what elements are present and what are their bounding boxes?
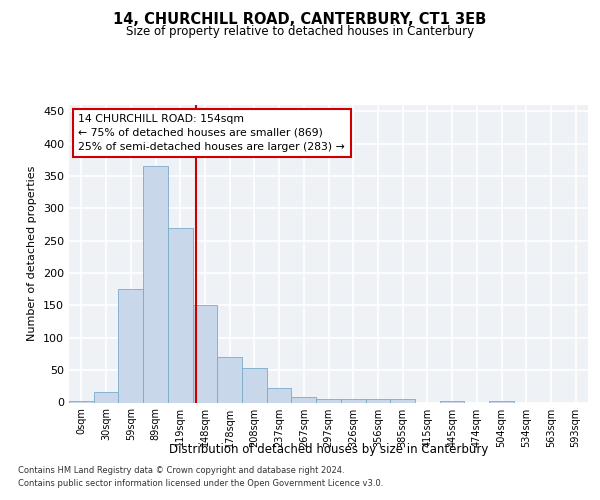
Bar — [341, 400, 365, 402]
Text: Size of property relative to detached houses in Canterbury: Size of property relative to detached ho… — [126, 24, 474, 38]
Text: 14, CHURCHILL ROAD, CANTERBURY, CT1 3EB: 14, CHURCHILL ROAD, CANTERBURY, CT1 3EB — [113, 12, 487, 26]
Bar — [390, 398, 415, 402]
Text: 14 CHURCHILL ROAD: 154sqm
← 75% of detached houses are smaller (869)
25% of semi: 14 CHURCHILL ROAD: 154sqm ← 75% of detac… — [79, 114, 345, 152]
Bar — [316, 400, 341, 402]
Bar — [242, 368, 267, 402]
Bar — [365, 400, 390, 402]
Text: Contains HM Land Registry data © Crown copyright and database right 2024.: Contains HM Land Registry data © Crown c… — [18, 466, 344, 475]
Bar — [217, 357, 242, 403]
Bar — [292, 398, 316, 402]
Text: Distribution of detached houses by size in Canterbury: Distribution of detached houses by size … — [169, 442, 488, 456]
Bar — [168, 228, 193, 402]
Bar — [69, 401, 94, 402]
Y-axis label: Number of detached properties: Number of detached properties — [28, 166, 37, 342]
Bar — [193, 306, 217, 402]
Bar — [267, 388, 292, 402]
Bar — [440, 401, 464, 402]
Text: Contains public sector information licensed under the Open Government Licence v3: Contains public sector information licen… — [18, 479, 383, 488]
Bar — [94, 392, 118, 402]
Bar — [143, 166, 168, 402]
Bar — [118, 290, 143, 403]
Bar — [489, 401, 514, 402]
